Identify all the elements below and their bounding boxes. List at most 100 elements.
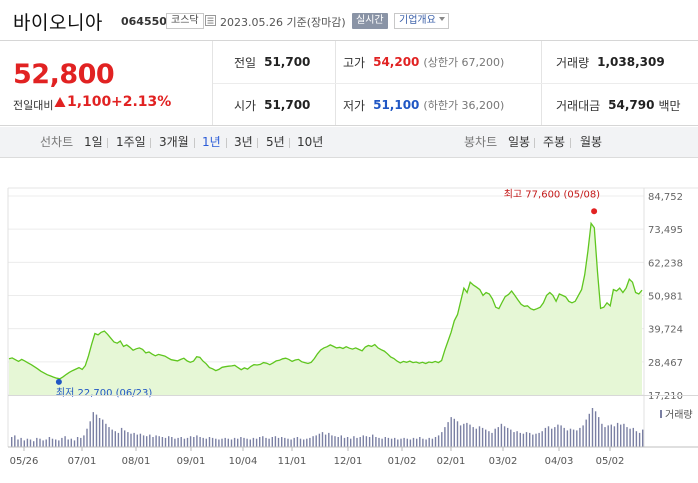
volume-bar — [365, 436, 368, 447]
volume-bar — [61, 437, 63, 447]
high-marker — [591, 208, 598, 215]
quote-panel: 52,800 전일대비 1,100 +2.13% 전일 51,700 시가 51… — [0, 40, 698, 126]
volume-bar — [227, 438, 229, 447]
as-of-date: 2023.05.26 기준(장마감) — [220, 16, 346, 29]
volume-bar — [362, 435, 364, 447]
volume-bar — [346, 437, 349, 447]
period-10y[interactable]: 10년 — [297, 135, 324, 149]
open-value: 51,700 — [264, 98, 311, 112]
volume-bar — [585, 419, 587, 447]
volume-bar — [271, 437, 273, 447]
candle-monthly[interactable]: 월봉 — [580, 135, 603, 149]
volume-bar — [246, 438, 248, 447]
volume-bar — [83, 435, 85, 447]
volume-bar — [469, 424, 471, 447]
divider — [257, 138, 258, 148]
volume-bar — [70, 438, 72, 447]
volume-bar — [623, 423, 625, 447]
volume-bar — [142, 435, 145, 447]
volume-bar — [541, 431, 543, 447]
volume-bar — [579, 427, 581, 447]
volume-bar — [58, 440, 60, 447]
volume-bar — [183, 438, 186, 447]
volume-bar — [117, 432, 120, 447]
volume-bar — [92, 412, 94, 447]
volume-bar — [48, 437, 51, 447]
x-tick-label: 05/02 — [596, 456, 625, 467]
volume-bar — [168, 436, 170, 447]
volume-bar — [312, 436, 314, 447]
volume-bar — [485, 429, 487, 447]
period-3y[interactable]: 3년 — [234, 135, 253, 149]
volume-bar — [224, 437, 226, 447]
price-chart[interactable]: 84,752 73,495 62,238 50,981 39,724 28,467 17,2… — [0, 158, 698, 483]
volume-bar — [259, 437, 261, 447]
change-amount: 1,100 — [67, 94, 112, 110]
open-price: 시가 51,700 — [234, 84, 310, 126]
volume-bar — [80, 437, 82, 447]
volume-bar — [422, 438, 424, 447]
volume-bar — [299, 438, 302, 447]
volume-bar — [218, 439, 220, 447]
volume-bar — [516, 431, 518, 447]
x-tick-label: 01/02 — [388, 456, 417, 467]
volume-bar — [171, 437, 173, 447]
x-tick-label: 07/01 — [68, 456, 97, 467]
volume-bar — [139, 433, 142, 447]
volume-bar — [249, 439, 251, 447]
period-1y[interactable]: 1년 — [202, 135, 221, 149]
x-tick-label: 05/26 — [10, 456, 39, 467]
candle-daily[interactable]: 일봉 — [508, 135, 531, 149]
y-tick-label: 84,752 — [648, 192, 683, 203]
line-chart-label: 선차트 — [40, 135, 74, 149]
divider — [570, 138, 571, 148]
volume-bar — [205, 438, 207, 447]
low-marker — [55, 378, 62, 385]
volume-bar — [290, 439, 292, 447]
volume-bar — [507, 427, 509, 447]
change-label: 전일대비 — [13, 99, 54, 112]
volume-bar — [416, 438, 418, 447]
market-badge: 코스닥 — [166, 13, 204, 29]
volume-bar — [252, 437, 255, 447]
volume-bar — [459, 425, 462, 447]
volume-bar — [453, 418, 455, 447]
candle-weekly[interactable]: 주봉 — [543, 135, 566, 149]
x-tick-label: 02/01 — [437, 456, 466, 467]
volume-bar — [472, 427, 474, 447]
volume-bar — [318, 433, 321, 447]
company-overview-button[interactable]: 기업개요 — [394, 13, 449, 29]
volume-bar — [268, 438, 270, 447]
volume-bar — [189, 436, 192, 447]
volume-bar — [211, 437, 214, 447]
volume-bar — [177, 437, 179, 447]
volume-bar — [315, 435, 317, 447]
volume-bar — [535, 433, 537, 447]
period-1w[interactable]: 1주일 — [116, 135, 146, 149]
volume-bar — [146, 436, 148, 447]
volume-bar — [124, 430, 126, 447]
volume-bar — [500, 423, 503, 447]
realtime-button[interactable]: 실시간 — [352, 13, 388, 29]
volume-bar — [321, 432, 324, 447]
volume-bar — [538, 432, 540, 447]
volume-bar — [412, 437, 415, 447]
volume-bar — [491, 432, 493, 447]
period-5y[interactable]: 5년 — [266, 135, 285, 149]
high-value: 54,200 — [373, 55, 420, 69]
volume-bar — [638, 432, 641, 447]
volume-bar — [221, 438, 223, 447]
volume-bar — [503, 426, 506, 447]
volume-bar — [230, 439, 233, 447]
volume-bar — [425, 439, 427, 447]
volume-bar — [164, 437, 167, 447]
low-label: 저가 — [343, 98, 366, 113]
period-1d[interactable]: 1일 — [84, 135, 103, 149]
volume-bar — [274, 436, 277, 447]
volume-bar — [635, 431, 638, 447]
price-area-fill — [9, 223, 642, 395]
amount-unit: 백만 — [658, 98, 681, 113]
volume-bar — [419, 437, 421, 447]
period-3m[interactable]: 3개월 — [159, 135, 189, 149]
volume-bar — [120, 427, 123, 447]
